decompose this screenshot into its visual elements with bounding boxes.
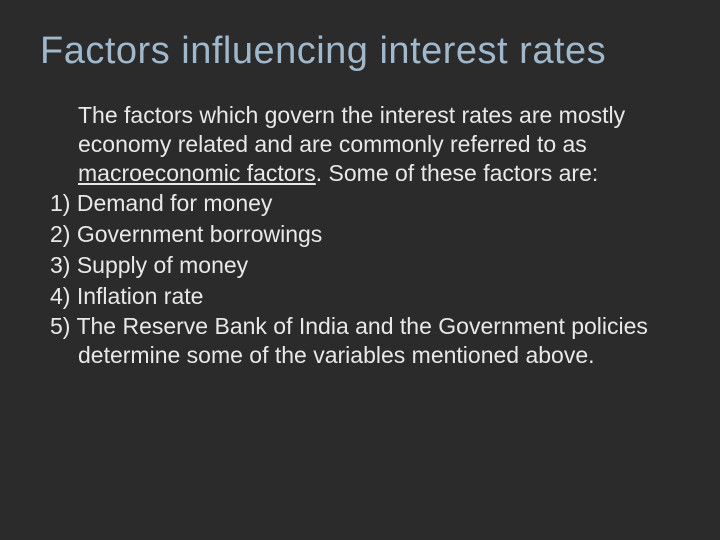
intro-before: The factors which govern the interest ra… [78,102,625,157]
list-item-num: 1) [50,190,70,216]
list-item-num: 3) [50,252,70,278]
list-item-text: 5) The Reserve Bank of India and the Gov… [50,312,680,370]
list-item-num: 2) [50,221,70,247]
list-item: 2) Government borrowings [50,220,680,249]
list-item-label: The Reserve Bank of India and the Govern… [76,313,648,368]
slide: Factors influencing interest rates The f… [0,0,720,540]
list-item-text: 3) Supply of money [50,251,680,280]
list-item-label: Inflation rate [77,283,204,309]
list-item-num: 5) [50,313,70,339]
list-item-label: Supply of money [77,252,248,278]
list-item-text: 4) Inflation rate [50,282,680,311]
intro-after: . Some of these factors are: [316,160,599,186]
list-item-text: 2) Government borrowings [50,220,680,249]
intro-underlined: macroeconomic factors [78,160,316,186]
list-item: 5) The Reserve Bank of India and the Gov… [50,312,680,370]
slide-body: The factors which govern the interest ra… [40,101,680,370]
slide-title: Factors influencing interest rates [40,30,680,73]
list-item: 1) Demand for money [50,189,680,218]
list-item-num: 4) [50,283,70,309]
intro-paragraph: The factors which govern the interest ra… [50,101,680,187]
list-item: 4) Inflation rate [50,282,680,311]
list-item-text: 1) Demand for money [50,189,680,218]
list-item-label: Government borrowings [77,221,322,247]
list-item: 3) Supply of money [50,251,680,280]
list-item-label: Demand for money [77,190,273,216]
